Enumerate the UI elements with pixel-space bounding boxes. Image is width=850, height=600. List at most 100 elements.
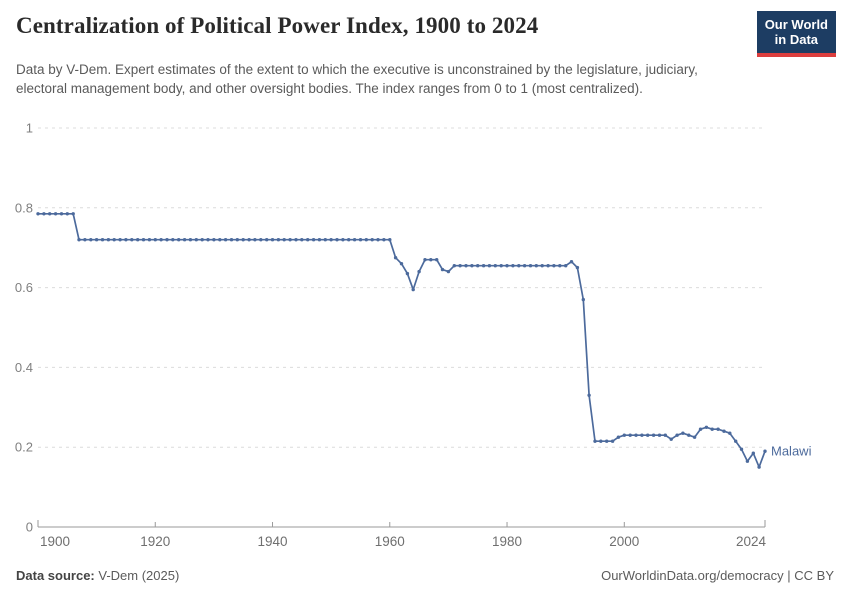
data-point[interactable]: [423, 258, 427, 262]
series-line-malawi[interactable]: [38, 212, 766, 468]
data-point[interactable]: [634, 433, 638, 437]
data-point[interactable]: [294, 238, 298, 242]
data-point[interactable]: [687, 433, 691, 437]
data-point[interactable]: [599, 439, 603, 443]
data-point[interactable]: [370, 238, 374, 242]
data-point[interactable]: [388, 238, 392, 242]
data-point[interactable]: [534, 264, 538, 268]
data-point[interactable]: [124, 238, 128, 242]
data-point[interactable]: [581, 297, 585, 302]
data-point[interactable]: [704, 425, 709, 429]
data-point[interactable]: [751, 451, 755, 455]
data-point[interactable]: [94, 238, 99, 242]
data-point[interactable]: [382, 238, 386, 242]
data-point[interactable]: [446, 269, 451, 274]
data-point[interactable]: [229, 238, 234, 242]
data-point[interactable]: [212, 238, 216, 242]
data-point[interactable]: [317, 238, 322, 242]
data-point[interactable]: [728, 431, 732, 435]
data-point[interactable]: [511, 264, 515, 268]
data-point[interactable]: [399, 262, 404, 266]
data-point[interactable]: [270, 238, 275, 242]
data-point[interactable]: [675, 433, 679, 437]
data-point[interactable]: [657, 433, 662, 437]
data-point[interactable]: [722, 429, 726, 433]
data-point[interactable]: [493, 264, 497, 268]
data-point[interactable]: [42, 212, 46, 216]
data-point[interactable]: [605, 439, 609, 443]
data-point[interactable]: [106, 238, 111, 242]
data-point[interactable]: [435, 258, 439, 262]
data-point[interactable]: [640, 433, 644, 437]
data-point[interactable]: [36, 212, 40, 216]
data-point[interactable]: [411, 287, 415, 292]
footer-license-link[interactable]: CC BY: [794, 568, 834, 583]
data-point[interactable]: [188, 238, 193, 242]
data-point[interactable]: [364, 238, 368, 242]
data-point[interactable]: [329, 238, 333, 242]
data-point[interactable]: [698, 427, 703, 431]
data-point[interactable]: [159, 238, 163, 242]
data-point[interactable]: [587, 393, 591, 397]
data-point[interactable]: [487, 264, 492, 268]
data-point[interactable]: [153, 238, 157, 242]
entity-label-malawi[interactable]: Malawi: [771, 444, 812, 459]
data-point[interactable]: [53, 212, 58, 216]
data-point[interactable]: [622, 433, 626, 437]
data-point[interactable]: [218, 238, 222, 242]
data-point[interactable]: [352, 238, 357, 242]
data-point[interactable]: [734, 439, 738, 443]
data-point[interactable]: [165, 238, 169, 242]
data-point[interactable]: [182, 238, 187, 242]
data-point[interactable]: [663, 433, 667, 437]
data-point[interactable]: [282, 238, 286, 242]
data-point[interactable]: [112, 238, 116, 242]
data-point[interactable]: [311, 238, 316, 242]
data-point[interactable]: [358, 238, 363, 242]
data-point[interactable]: [540, 264, 544, 268]
data-point[interactable]: [241, 238, 245, 242]
data-point[interactable]: [716, 427, 720, 431]
data-point[interactable]: [300, 238, 304, 242]
data-point[interactable]: [440, 267, 445, 272]
data-point[interactable]: [692, 435, 697, 439]
data-point[interactable]: [335, 238, 339, 242]
data-point[interactable]: [288, 238, 292, 242]
data-point[interactable]: [739, 447, 744, 451]
data-point[interactable]: [745, 459, 750, 463]
data-point[interactable]: [194, 238, 198, 242]
data-point[interactable]: [481, 264, 486, 268]
data-point[interactable]: [59, 212, 64, 216]
data-point[interactable]: [136, 238, 140, 242]
data-point[interactable]: [458, 264, 462, 268]
data-point[interactable]: [417, 269, 421, 274]
data-point[interactable]: [253, 238, 257, 242]
data-point[interactable]: [616, 435, 621, 439]
data-point[interactable]: [71, 212, 75, 216]
data-point[interactable]: [470, 264, 474, 268]
data-point[interactable]: [171, 238, 175, 242]
data-point[interactable]: [558, 264, 562, 268]
data-point[interactable]: [517, 264, 521, 268]
footer-url-link[interactable]: OurWorldinData.org/democracy: [601, 568, 784, 583]
data-point[interactable]: [177, 238, 181, 242]
data-point[interactable]: [276, 238, 281, 242]
data-point[interactable]: [141, 238, 146, 242]
data-point[interactable]: [323, 238, 327, 242]
data-point[interactable]: [610, 439, 615, 443]
data-point[interactable]: [522, 264, 527, 268]
data-point[interactable]: [405, 271, 410, 276]
data-point[interactable]: [757, 465, 761, 469]
data-point[interactable]: [552, 264, 556, 268]
data-point[interactable]: [593, 439, 597, 443]
data-point[interactable]: [77, 238, 81, 242]
data-point[interactable]: [235, 238, 239, 242]
data-point[interactable]: [651, 433, 656, 437]
data-point[interactable]: [259, 238, 263, 242]
data-point[interactable]: [393, 256, 398, 260]
data-point[interactable]: [452, 264, 456, 268]
data-point[interactable]: [341, 238, 345, 242]
data-point[interactable]: [476, 264, 480, 268]
data-point[interactable]: [118, 238, 122, 242]
